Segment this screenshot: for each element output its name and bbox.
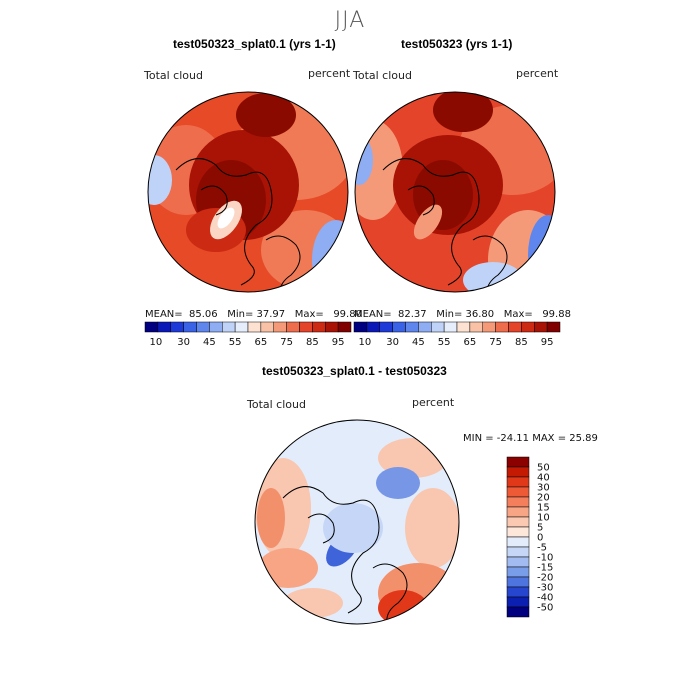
colorbar-swatch: [405, 321, 419, 333]
panel2-title: test050323 (yrs 1-1): [401, 37, 513, 51]
panel3-stats: MIN = -24.11 MAX = 25.89: [463, 433, 598, 444]
colorbar-tick-label: 30: [177, 337, 190, 348]
colorbar-tick-label: 85: [515, 337, 528, 348]
colorbar-tick-label: 10: [359, 337, 372, 348]
panel1-colorbar: 10 30 45 55 65 75 85 95: [144, 321, 352, 348]
colorbar-swatch: [506, 526, 530, 538]
colorbar-swatch: [443, 321, 458, 333]
colorbar-tick-label: 75: [489, 337, 502, 348]
colorbar-swatch: [379, 321, 393, 333]
colorbar-tick-label: 45: [412, 337, 425, 348]
colorbar-swatch: [144, 321, 159, 333]
colorbar-swatch: [366, 321, 380, 333]
colorbar-swatch: [392, 321, 406, 333]
colorbar-tick-label: 30: [386, 337, 399, 348]
page-title: JJA: [334, 8, 366, 33]
colorbar-swatch: [469, 321, 483, 333]
panel1-units: percent: [308, 67, 351, 80]
colorbar-swatch: [506, 506, 530, 518]
colorbar-swatch: [506, 536, 530, 548]
colorbar-swatch: [234, 321, 249, 333]
colorbar-tick-label: 0: [537, 533, 543, 544]
colorbar-swatch: [506, 586, 530, 598]
colorbar-swatch: [506, 556, 530, 568]
colorbar-swatch: [506, 546, 530, 558]
colorbar-tick-label: 30: [537, 483, 550, 494]
panel1-map: [147, 91, 349, 293]
colorbar-swatch: [506, 516, 530, 528]
panel1-title: test050323_splat0.1 (yrs 1-1): [173, 37, 336, 51]
panel2-stats: MEAN= 82.37 Min= 36.80 Max= 99.88: [354, 309, 571, 320]
colorbar-tick-label: -40: [537, 593, 553, 604]
colorbar-swatch: [506, 486, 530, 498]
colorbar-tick-label: 40: [537, 473, 550, 484]
colorbar-tick-label: -30: [537, 583, 553, 594]
colorbar-tick-label: -50: [537, 603, 553, 614]
panel3-title: test050323_splat0.1 - test050323: [262, 364, 447, 378]
colorbar-swatch: [506, 466, 530, 478]
colorbar-swatch: [506, 576, 530, 588]
colorbar-tick-label: -10: [537, 553, 553, 564]
colorbar-swatch: [506, 596, 530, 608]
panel2-map: [354, 91, 556, 293]
colorbar-swatch: [506, 566, 530, 578]
panel1-variable: Total cloud: [144, 69, 203, 82]
colorbar-tick-label: 65: [464, 337, 477, 348]
colorbar-tick-label: 95: [332, 337, 345, 348]
colorbar-tick-label: 10: [537, 513, 550, 524]
colorbar-swatch: [506, 606, 530, 618]
colorbar-swatch: [353, 321, 368, 333]
colorbar-tick-label: 5: [537, 523, 543, 534]
colorbar-tick-label: 55: [438, 337, 451, 348]
panel2-colorbar: 10 30 45 55 65 75 85 95: [353, 321, 561, 348]
colorbar-swatch: [534, 321, 548, 333]
panel3-map: [254, 419, 460, 625]
colorbar-tick-label: 85: [306, 337, 319, 348]
colorbar-swatch: [170, 321, 184, 333]
colorbar-tick-label: 20: [537, 493, 550, 504]
colorbar-swatch: [456, 321, 471, 333]
colorbar-tick-label: 50: [537, 463, 550, 474]
colorbar-tick-label: -5: [537, 543, 547, 554]
panel3-units: percent: [412, 396, 455, 409]
colorbar-swatch: [260, 321, 274, 333]
colorbar-tick-label: 15: [537, 503, 550, 514]
colorbar-swatch: [273, 321, 287, 333]
colorbar-tick-label: 55: [229, 337, 242, 348]
colorbar-swatch: [431, 321, 445, 333]
colorbar-swatch: [337, 321, 352, 333]
colorbar-swatch: [209, 321, 223, 333]
colorbar-swatch: [312, 321, 326, 333]
colorbar-swatch: [546, 321, 561, 333]
colorbar-swatch: [506, 476, 530, 488]
colorbar-swatch: [325, 321, 339, 333]
panel2-variable: Total cloud: [353, 69, 412, 82]
colorbar-tick-label: 95: [541, 337, 554, 348]
colorbar-swatch: [299, 321, 313, 333]
colorbar-swatch: [418, 321, 432, 333]
colorbar-swatch: [183, 321, 197, 333]
colorbar-swatch: [506, 496, 530, 508]
colorbar-swatch: [495, 321, 509, 333]
colorbar-swatch: [508, 321, 522, 333]
colorbar-swatch: [157, 321, 171, 333]
colorbar-tick-label: 10: [150, 337, 163, 348]
panel1-stats: MEAN= 85.06 Min= 37.97 Max= 99.80: [145, 309, 362, 320]
colorbar-tick-label: 45: [203, 337, 216, 348]
colorbar-swatch: [222, 321, 236, 333]
colorbar-swatch: [286, 321, 300, 333]
colorbar-swatch: [482, 321, 496, 333]
colorbar-tick-label: 65: [255, 337, 268, 348]
panel3-variable: Total cloud: [247, 398, 306, 411]
colorbar-swatch: [521, 321, 535, 333]
colorbar-swatch: [506, 456, 530, 468]
colorbar-swatch: [247, 321, 262, 333]
panel2-units: percent: [516, 67, 559, 80]
colorbar-tick-label: -20: [537, 573, 553, 584]
colorbar-tick-label: -15: [537, 563, 553, 574]
colorbar-tick-label: 75: [280, 337, 293, 348]
colorbar-swatch: [196, 321, 210, 333]
